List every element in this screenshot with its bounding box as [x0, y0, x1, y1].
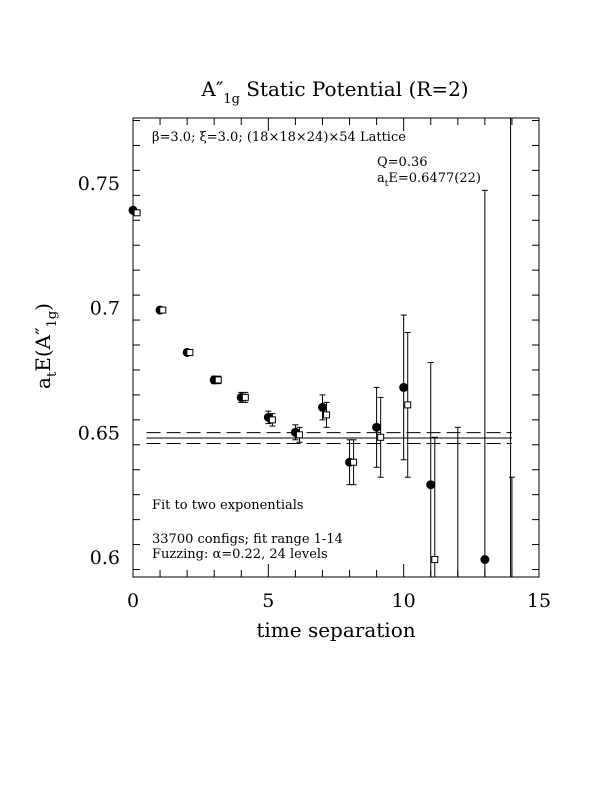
energy-rest: E=0.6477(22)	[388, 171, 481, 186]
annotation-configs: 33700 configs; fit range 1-14	[152, 532, 343, 547]
ylabel-close: )	[31, 303, 55, 311]
data-point-square	[404, 401, 412, 409]
data-point-square	[133, 209, 141, 217]
y-tick-label: 0.6	[90, 547, 120, 569]
annotation-lattice: β=3.0; ξ=3.0; (18×18×24)×54 Lattice	[152, 130, 406, 145]
energy-a: a	[377, 171, 385, 186]
title-sub: 1g	[223, 92, 240, 107]
ylabel-sub: 1g	[45, 311, 60, 328]
ylabel-t: t	[45, 371, 60, 377]
data-point-square	[214, 376, 222, 384]
annotation-fit: Fit to two exponentials	[152, 498, 304, 513]
data-point-circle	[426, 480, 436, 490]
x-tick-label: 10	[392, 590, 416, 612]
data-point-circle	[372, 422, 382, 432]
y-axis-title: atE(A″1g)	[31, 303, 60, 389]
y-tick-label: 0.7	[90, 298, 120, 320]
data-points	[128, 205, 490, 565]
title-rest: Static Potential (R=2)	[240, 77, 469, 101]
data-point-square	[241, 393, 249, 401]
data-point-square	[186, 348, 194, 356]
data-point-circle	[480, 555, 490, 565]
x-tick-label: 0	[127, 590, 139, 612]
ylabel-a: a	[31, 377, 55, 389]
data-point-square	[268, 416, 276, 424]
data-point-circle	[399, 382, 409, 392]
data-point-square	[377, 433, 385, 441]
energy-t: t	[385, 179, 389, 189]
ylabel-E: E(A″	[31, 327, 55, 371]
annotation-energy: atE=0.6477(22)	[377, 171, 481, 189]
chart-title: A″1g Static Potential (R=2)	[200, 77, 468, 107]
x-tick-label: 5	[262, 590, 274, 612]
data-point-square	[323, 411, 331, 419]
tick-labels: 0 5 10 15 0.6 0.65 0.7 0.75	[78, 173, 551, 612]
axis-ticks	[132, 118, 540, 577]
annotation-q-value: Q=0.36	[377, 155, 428, 170]
annotation-fuzzing: Fuzzing: α=0.22, 24 levels	[152, 547, 328, 562]
x-tick-label: 15	[527, 590, 551, 612]
data-point-square	[159, 306, 167, 314]
y-tick-label: 0.75	[78, 173, 120, 195]
data-point-square	[295, 431, 303, 439]
data-point-square	[350, 458, 358, 466]
y-tick-label: 0.65	[78, 422, 120, 444]
x-axis-title: time separation	[256, 618, 415, 642]
data-point-circle	[317, 402, 327, 412]
plot-frame	[132, 117, 540, 578]
data-point-square	[431, 556, 439, 564]
title-main: A″	[200, 77, 223, 101]
fit-band	[146, 432, 512, 445]
